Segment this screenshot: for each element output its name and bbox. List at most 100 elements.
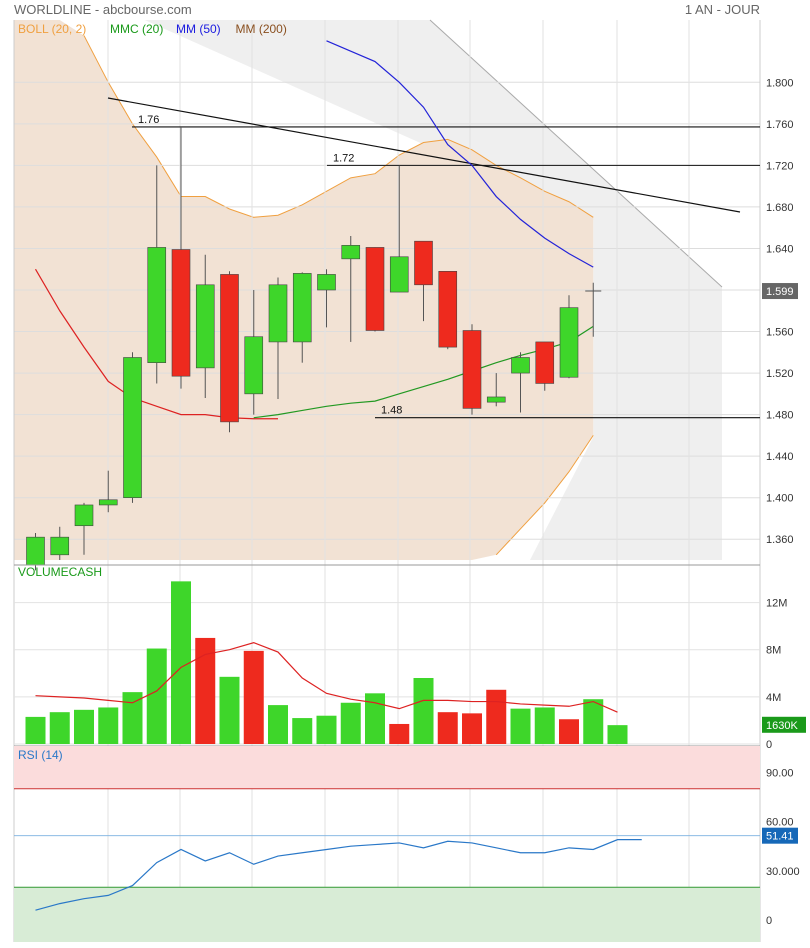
candle	[147, 165, 167, 384]
candle-body	[220, 274, 239, 423]
candle	[365, 247, 385, 332]
candle-body	[244, 336, 264, 395]
candle	[414, 240, 433, 322]
candle-body	[50, 536, 70, 556]
candle-body	[438, 271, 458, 348]
candle-body	[317, 274, 336, 291]
candle	[341, 236, 361, 342]
candle-body	[341, 245, 361, 260]
volume-bar	[462, 713, 482, 744]
candle-body	[98, 499, 118, 506]
volume-bar	[437, 712, 458, 744]
level-label: 1.48	[381, 405, 402, 417]
candle-body	[486, 396, 506, 403]
volume-tick-label: 8M	[766, 645, 781, 657]
price-tick-label: 1.440	[766, 451, 794, 463]
volume-bar	[559, 719, 579, 744]
volume-bar	[146, 648, 167, 744]
volume-average-line	[35, 642, 618, 713]
price-tick-label: 1.800	[766, 77, 794, 89]
legend-item: MM (200)	[236, 22, 287, 36]
volume-bar	[268, 705, 288, 744]
candle	[98, 470, 118, 513]
volume-bar	[219, 676, 240, 744]
rsi-last-value: 51.41	[766, 831, 794, 843]
rsi-oversold-zone	[14, 887, 760, 942]
volume-bar	[49, 712, 70, 744]
candle-body	[26, 536, 45, 566]
volume-bar	[316, 715, 337, 744]
price-tick-label: 1.760	[766, 119, 794, 131]
bollinger-lower-line	[495, 435, 594, 556]
price-tick-label: 1.640	[766, 243, 794, 255]
rsi-tick-label: 90.00	[766, 767, 794, 779]
price-tick-label: 1.360	[766, 534, 794, 546]
period-label[interactable]: 1 AN - JOUR	[684, 2, 760, 17]
rsi-line	[35, 839, 642, 911]
candle	[535, 341, 555, 391]
legend-item: MM (50)	[176, 22, 221, 36]
candle	[171, 126, 191, 389]
rsi-tick-label: 30.000	[766, 866, 800, 878]
rsi-tick-label: 0	[766, 915, 772, 927]
volume-bar	[534, 707, 555, 744]
volume-bar	[74, 709, 94, 744]
price-tick-label: 1.400	[766, 493, 794, 505]
volume-tick-label: 12M	[766, 598, 787, 610]
last-price-value: 1.599	[766, 286, 794, 298]
level-label: 1.76	[138, 114, 159, 126]
price-tick-label: 1.560	[766, 327, 794, 339]
candle	[244, 290, 264, 415]
volume-last-value: 1630K	[766, 720, 798, 732]
candle	[74, 502, 94, 555]
candle	[462, 324, 482, 415]
volume-bar	[98, 707, 119, 744]
price-tick-label: 1.480	[766, 410, 794, 422]
candle-body	[292, 273, 312, 343]
volume-bar	[171, 581, 191, 744]
candle	[317, 269, 336, 328]
bollinger-upper-line	[83, 35, 594, 218]
volume-bar	[122, 692, 143, 744]
volume-bar	[243, 650, 264, 744]
rsi-tick-label: 60.00	[766, 817, 794, 829]
candle	[220, 271, 239, 433]
projection-cone-edge	[429, 19, 723, 288]
volume-bar	[389, 723, 410, 744]
rsi-overbought-zone	[14, 746, 760, 789]
volume-tick-label: 0	[766, 739, 772, 751]
volume-bar	[607, 725, 628, 744]
candle-body	[511, 357, 530, 374]
level-label: 1.72	[333, 152, 354, 164]
candle	[486, 373, 506, 407]
volume-bar	[510, 708, 531, 744]
volume-tick-label: 4M	[766, 692, 781, 704]
candle-body	[365, 247, 385, 331]
candle	[511, 352, 530, 413]
candle-body	[171, 249, 191, 377]
candle-body	[559, 307, 579, 378]
rsi-last-badge	[762, 827, 798, 844]
candle	[195, 254, 215, 398]
candle	[292, 272, 312, 363]
candle	[389, 165, 409, 293]
candle-body	[147, 247, 167, 363]
candle-body	[195, 284, 215, 369]
candle-body	[535, 341, 555, 384]
candle-body	[74, 504, 94, 527]
candle	[438, 271, 458, 350]
candle-body	[268, 284, 288, 343]
candle	[50, 526, 70, 560]
chart-title: WORLDLINE - abcbourse.com	[14, 2, 192, 17]
mm50-line	[326, 40, 594, 268]
volume-bar	[195, 637, 216, 744]
candle	[585, 282, 602, 337]
candle-body	[462, 330, 482, 409]
trendline-descending	[107, 97, 741, 213]
volume-last-badge	[762, 716, 806, 733]
volume-bar	[340, 702, 361, 744]
legend-item: BOLL (20, 2)	[18, 22, 86, 36]
price-tick-label: 1.520	[766, 368, 794, 380]
volume-bar	[583, 699, 604, 744]
